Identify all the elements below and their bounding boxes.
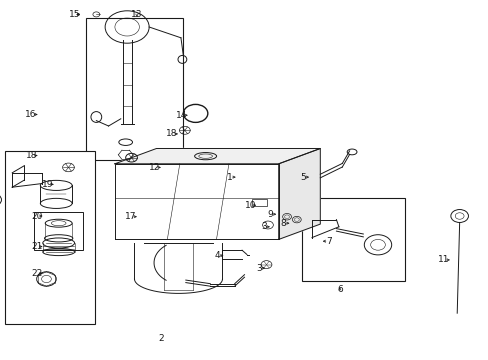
Polygon shape (115, 149, 320, 164)
Text: 18: 18 (166, 130, 178, 139)
Text: 21: 21 (31, 242, 42, 251)
Text: 10: 10 (244, 201, 256, 210)
Bar (85, 18, 183, 160)
Text: 22: 22 (31, 269, 42, 278)
Bar (302, 198, 404, 281)
Bar (34, 212, 83, 250)
Text: 7: 7 (325, 237, 331, 246)
Text: 14: 14 (176, 111, 187, 120)
Text: 13: 13 (131, 10, 142, 19)
Text: 9: 9 (267, 210, 273, 219)
Text: 18: 18 (26, 151, 38, 160)
Polygon shape (278, 149, 320, 239)
Bar (251, 199, 266, 206)
Bar (5, 151, 95, 324)
Text: 15: 15 (68, 10, 80, 19)
Polygon shape (115, 164, 278, 239)
Text: 8: 8 (280, 219, 286, 228)
Text: 2: 2 (158, 334, 164, 343)
Text: 17: 17 (125, 212, 137, 221)
Text: 6: 6 (336, 285, 342, 294)
Text: 11: 11 (437, 256, 449, 264)
Text: 16: 16 (25, 110, 37, 119)
Text: 1: 1 (226, 173, 232, 182)
Text: 12: 12 (149, 163, 161, 172)
Text: 19: 19 (42, 180, 54, 189)
Text: 3: 3 (256, 264, 262, 273)
Text: 5: 5 (300, 173, 305, 182)
Text: 4: 4 (214, 251, 220, 260)
Text: 20: 20 (31, 212, 42, 220)
Text: 3: 3 (261, 222, 266, 231)
